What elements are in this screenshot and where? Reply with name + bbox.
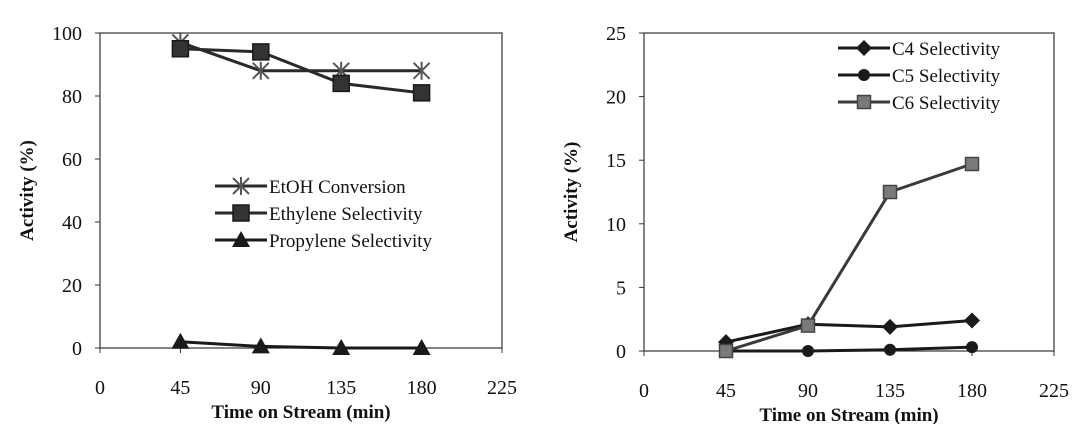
legend-label: Propylene Selectivity bbox=[269, 231, 433, 252]
data-point bbox=[332, 74, 350, 93]
x-tick-label: 180 bbox=[957, 380, 987, 402]
series-line bbox=[725, 318, 973, 344]
legend-marker bbox=[232, 204, 250, 222]
x-tick-label: 0 bbox=[639, 380, 649, 402]
data-point bbox=[884, 343, 896, 356]
y-tick-label: 15 bbox=[606, 150, 626, 172]
data-point bbox=[718, 343, 734, 359]
legend-entry: C5 Selectivity bbox=[838, 66, 1001, 87]
y-tick-label: 20 bbox=[62, 275, 82, 297]
data-point bbox=[966, 341, 978, 354]
data-point bbox=[252, 61, 270, 80]
x-tick-label: 135 bbox=[326, 377, 356, 399]
y-axis-title: Activity (%) bbox=[17, 140, 38, 241]
y-tick-label: 100 bbox=[52, 23, 82, 45]
y-tick-label: 60 bbox=[62, 149, 82, 171]
y-axis-title: Activity (%) bbox=[561, 142, 582, 243]
legend-entry: Ethylene Selectivity bbox=[215, 204, 423, 225]
series-2 bbox=[720, 341, 978, 357]
x-tick-label: 90 bbox=[251, 377, 271, 399]
legend-marker bbox=[856, 94, 872, 110]
data-point bbox=[252, 43, 270, 61]
legend-entry: C4 Selectivity bbox=[838, 39, 1001, 60]
legend-entry: C6 Selectivity bbox=[838, 93, 1001, 114]
data-point bbox=[332, 339, 351, 355]
y-tick-label: 0 bbox=[616, 341, 626, 363]
y-tick-label: 10 bbox=[606, 214, 626, 236]
data-point bbox=[412, 61, 431, 80]
legend-marker bbox=[232, 231, 250, 247]
data-point bbox=[882, 318, 898, 335]
legend-label: C6 Selectivity bbox=[892, 93, 1001, 114]
x-axis-title: Time on Stream (min) bbox=[759, 405, 938, 424]
legend-entry: EtOH Conversion bbox=[215, 177, 406, 198]
series-line bbox=[180, 340, 422, 350]
legend-entry: Propylene Selectivity bbox=[215, 231, 433, 252]
data-point bbox=[251, 337, 270, 354]
series-line bbox=[726, 345, 973, 353]
x-tick-label: 45 bbox=[170, 377, 190, 399]
data-point bbox=[412, 84, 431, 102]
chart-panel-1: 0 45 90 135 180 225 0 20 40 60 80 100 Time on Stream… bbox=[17, 23, 517, 423]
y-tick-label: 20 bbox=[606, 87, 626, 109]
y-tick-label: 40 bbox=[62, 212, 82, 234]
legend-marker bbox=[232, 177, 250, 195]
y-tick-label: 80 bbox=[62, 86, 82, 108]
x-tick-label: 225 bbox=[1039, 380, 1069, 402]
x-tick-label: 45 bbox=[716, 380, 736, 402]
x-tick-label: 90 bbox=[798, 380, 818, 402]
data-point bbox=[802, 345, 814, 357]
data-point bbox=[964, 312, 980, 329]
series-3 bbox=[171, 332, 431, 355]
data-point bbox=[412, 339, 431, 355]
y-tick-label: 5 bbox=[616, 277, 626, 299]
series-2 bbox=[171, 40, 431, 102]
data-point bbox=[800, 318, 816, 333]
x-tick-label: 225 bbox=[487, 377, 517, 399]
legend-marker bbox=[856, 40, 872, 56]
x-tick-label: 135 bbox=[875, 380, 905, 402]
series-line bbox=[179, 41, 422, 73]
data-point bbox=[171, 332, 190, 349]
chart-panel-2: 0 45 90 135 180 225 0 5 10 15 20 25 Time on Stream (… bbox=[561, 23, 1069, 424]
data-point bbox=[964, 156, 980, 172]
y-tick-label: 25 bbox=[606, 23, 626, 45]
legend-label: C5 Selectivity bbox=[892, 66, 1001, 87]
legend-marker bbox=[858, 69, 870, 81]
series-1 bbox=[171, 33, 431, 80]
series-1 bbox=[718, 312, 980, 351]
series-3 bbox=[718, 156, 980, 359]
legend-label: C4 Selectivity bbox=[892, 39, 1001, 60]
series-line bbox=[180, 47, 422, 95]
x-tick-label: 0 bbox=[95, 377, 105, 399]
series-line bbox=[725, 162, 973, 353]
data-point bbox=[171, 40, 190, 58]
x-tick-label: 180 bbox=[407, 377, 437, 399]
x-axis-title: Time on Stream (min) bbox=[211, 402, 390, 423]
legend-label: Ethylene Selectivity bbox=[269, 204, 423, 225]
legend-label: EtOH Conversion bbox=[269, 177, 406, 198]
y-tick-label: 0 bbox=[72, 338, 82, 360]
data-point bbox=[882, 184, 898, 200]
